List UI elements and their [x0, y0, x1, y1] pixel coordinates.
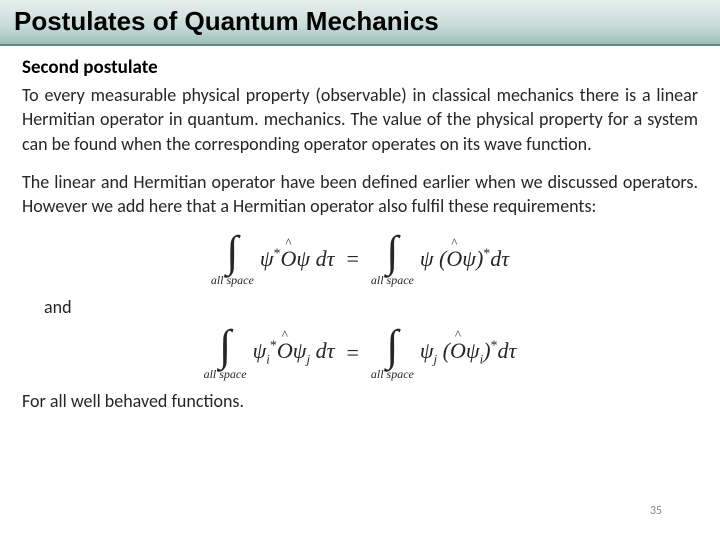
integral-bounds: all space: [204, 368, 247, 380]
integral-icon: ∫: [226, 232, 238, 272]
eq2-rhs-integrand: ψj (Oψi)*dτ: [420, 338, 517, 367]
equation-2: ∫ all space ψi*Oψj dτ = ∫ all space ψj (…: [22, 326, 698, 380]
paragraph-2: The linear and Hermitian operator have b…: [22, 170, 698, 219]
integral-icon: ∫: [219, 326, 231, 366]
eq1-rhs-integrand: ψ (Oψ)*dτ: [420, 246, 509, 272]
equals-sign: =: [340, 340, 364, 366]
content-area: Second postulate To every measurable phy…: [0, 46, 720, 380]
paragraph-1: To every measurable physical property (o…: [22, 83, 698, 156]
equals-sign: =: [340, 246, 364, 272]
equation-1: ∫ all space ψ*Oψ dτ = ∫ all space ψ (Oψ)…: [22, 232, 698, 286]
title-bar: Postulates of Quantum Mechanics: [0, 0, 720, 46]
and-label: and: [44, 296, 698, 318]
integral-icon: ∫: [386, 326, 398, 366]
closing-line: For all well behaved functions.: [0, 390, 720, 412]
integral-bounds: all space: [371, 274, 414, 286]
integral-icon: ∫: [386, 232, 398, 272]
postulate-subtitle: Second postulate: [22, 56, 698, 79]
eq1-lhs-integrand: ψ*Oψ dτ: [260, 246, 335, 272]
integral-bounds: all space: [371, 368, 414, 380]
eq2-lhs-integrand: ψi*Oψj dτ: [253, 338, 335, 367]
integral-bounds: all space: [211, 274, 254, 286]
page-number: 35: [650, 504, 662, 518]
page-title: Postulates of Quantum Mechanics: [14, 6, 706, 37]
